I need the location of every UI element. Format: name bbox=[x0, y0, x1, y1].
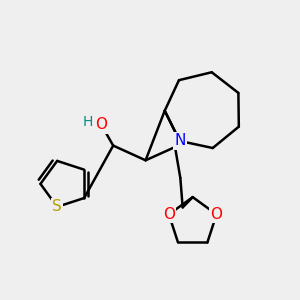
Text: O: O bbox=[211, 207, 223, 222]
Text: S: S bbox=[52, 199, 62, 214]
Text: O: O bbox=[95, 118, 107, 133]
Text: N: N bbox=[174, 134, 185, 148]
Text: H: H bbox=[83, 115, 93, 129]
Text: O: O bbox=[163, 207, 175, 222]
